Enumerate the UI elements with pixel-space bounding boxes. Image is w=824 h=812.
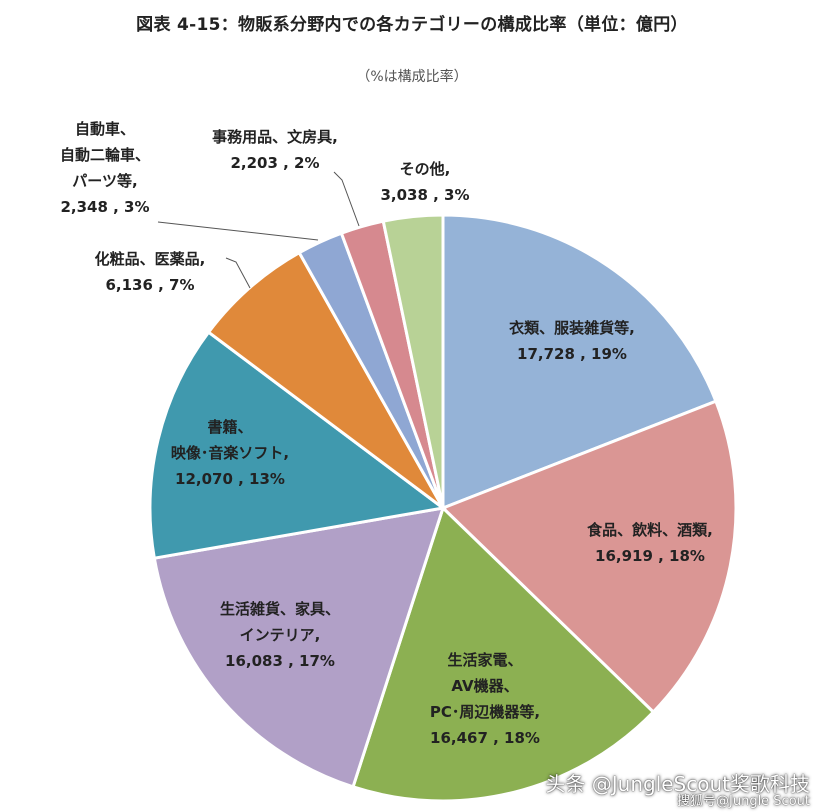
pie-slice-3: [152, 506, 446, 789]
slice-label-line: 映像･音楽ソフト,: [171, 444, 289, 462]
slice-label-4: 書籍、映像･音楽ソフト, 12,070 , 13%: [171, 418, 289, 488]
leader-line-7: [333, 171, 360, 227]
slice-label-line: 16,467 , 18%: [430, 729, 540, 747]
slice-label-5: 化粧品、医薬品, 6,136 , 7%: [95, 250, 206, 294]
slice-label-3: 生活雑貨、家具、インテリア, 16,083 , 17%: [220, 600, 340, 670]
slice-label-line: 6,136 , 7%: [105, 276, 194, 294]
slice-label-line: 自動二輪車、: [60, 146, 150, 164]
slice-label-line: 事務用品、文房具,: [212, 128, 338, 146]
leader-line-5: [225, 257, 251, 289]
slice-label-line: その他,: [400, 160, 451, 178]
slice-label-7: 事務用品、文房具, 2,203 , 2%: [212, 128, 338, 172]
slice-label-line: 17,728 , 19%: [517, 345, 627, 363]
slice-label-line: 3,038 , 3%: [380, 186, 469, 204]
slice-label-2: 生活家電、 AV機器、 PC･周辺機器等, 16,467 , 18%: [430, 651, 540, 747]
slice-label-line: 自動車、: [75, 120, 135, 138]
slice-label-line: 生活家電、: [447, 651, 522, 669]
slice-label-line: 化粧品、医薬品,: [95, 250, 206, 268]
watermark-toutiao: 头条 @JungleScout奖歌科技: [545, 772, 810, 796]
slice-label-line: インテリア,: [240, 626, 321, 644]
leader-lines: [157, 171, 360, 289]
slice-labels: 衣類、服装雑貨等, 17,728 , 19% 食品、飲料、酒類, 16,919 , 1…: [60, 120, 713, 747]
chart-title: 図表 4-15：物販系分野内での各カテゴリーの構成比率（単位：億円）: [136, 15, 688, 35]
chart-subtitle: （%は構成比率）: [356, 69, 468, 85]
pie-slice-1: [440, 399, 738, 715]
slice-label-line: 12,070 , 13%: [175, 470, 285, 488]
slice-label-line: 食品、飲料、酒類,: [587, 521, 713, 539]
watermark-sohu: 搜狐号@Jungle Scout: [677, 794, 810, 809]
slice-label-line: パーツ等,: [72, 172, 137, 190]
slice-label-line: 書籍、: [207, 418, 252, 436]
slice-label-line: 生活雑貨、家具、: [220, 600, 340, 618]
slice-label-8: その他, 3,038 , 3%: [380, 160, 469, 204]
slice-label-line: PC･周辺機器等,: [430, 703, 540, 721]
pie-slice-4: [148, 330, 447, 560]
pie-slice-8: [381, 213, 445, 509]
slice-label-line: 2,203 , 2%: [230, 154, 319, 172]
slice-label-6: 自動車、自動二輪車、パーツ等, 2,348 , 3%: [60, 120, 150, 216]
pie-slices: [148, 213, 738, 803]
slice-label-line: AV機器、: [451, 677, 518, 695]
slice-label-line: 衣類、服装雑貨等,: [509, 319, 635, 337]
slice-label-1: 食品、飲料、酒類, 16,919 , 18%: [587, 521, 713, 565]
slice-label-line: 16,919 , 18%: [595, 547, 705, 565]
slice-label-line: 16,083 , 17%: [225, 652, 335, 670]
slice-label-0: 衣類、服装雑貨等, 17,728 , 19%: [509, 319, 635, 363]
leader-line-6: [157, 221, 319, 241]
pie-slice-0: [441, 213, 718, 511]
slice-label-line: 2,348 , 3%: [60, 198, 149, 216]
pie-slice-2: [351, 505, 656, 803]
